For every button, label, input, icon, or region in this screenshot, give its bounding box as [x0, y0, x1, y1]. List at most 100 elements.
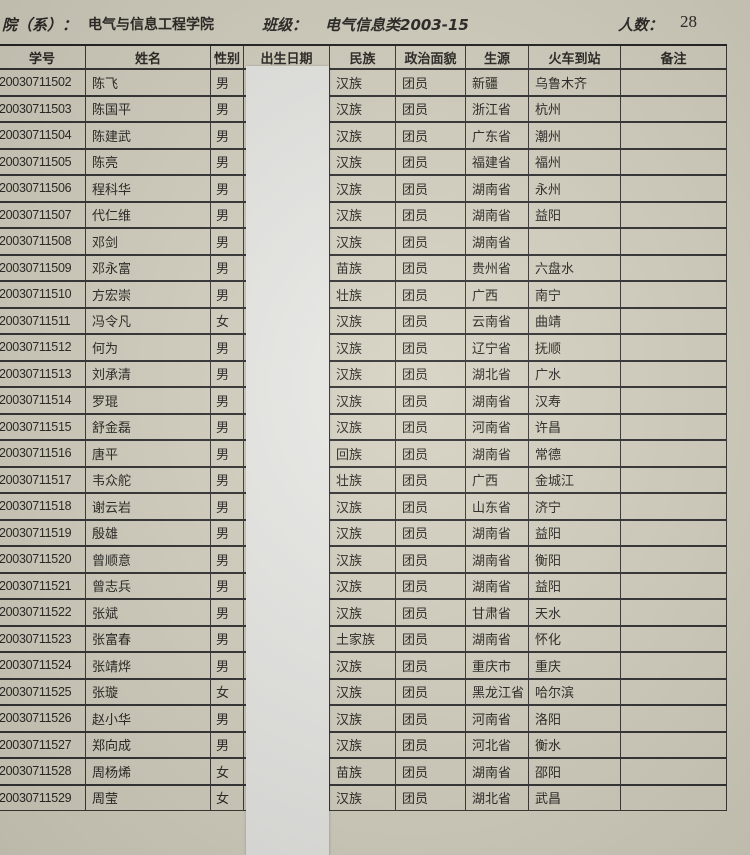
student-id-cell: 20030711509 — [0, 253, 86, 282]
name-cell: 陈国平 — [85, 94, 211, 123]
political-status-cell: 团员 — [395, 439, 466, 467]
ethnicity-cell: 汉族 — [329, 121, 396, 149]
remarks-cell — [620, 545, 727, 573]
student-id-text: 20030711520 — [0, 552, 72, 567]
origin-cell: 湖南省 — [465, 518, 529, 547]
gender-cell: 男 — [210, 147, 244, 176]
origin-cell: 辽宁省 — [465, 333, 529, 361]
ethnicity-cell: 汉族 — [329, 200, 396, 229]
remarks-cell — [620, 571, 727, 600]
origin-cell: 福建省 — [465, 147, 529, 176]
political-status-cell: 团员 — [395, 624, 466, 653]
origin-cell: 甘肃省 — [465, 598, 529, 626]
train-station-cell: 杭州 — [528, 94, 621, 123]
political-status-cell: 团员 — [395, 68, 466, 96]
remarks-cell — [620, 518, 727, 547]
name-cell: 邓剑 — [85, 227, 211, 255]
dept-label: 院（系）： — [2, 16, 78, 34]
student-id-cell: 20030711528 — [0, 757, 86, 785]
student-id-cell: 20030711508 — [0, 227, 86, 255]
train-station-cell: 哈尔滨 — [528, 677, 621, 706]
political-status-cell: 团员 — [395, 280, 466, 308]
student-id-text: 20030711514 — [0, 393, 72, 408]
table-row: 20030711529 周莹女 汉族 团员 湖北省 武昌 — [0, 783, 727, 811]
count-label: 人数： — [618, 16, 664, 34]
gender-cell: 男 — [210, 492, 244, 520]
paper-strip-covering-birthdate — [246, 66, 329, 855]
origin-cell: 重庆市 — [465, 651, 529, 679]
student-id-text: 20030711516 — [0, 446, 72, 461]
ethnicity-cell: 汉族 — [329, 174, 396, 202]
gender-cell: 男 — [210, 439, 244, 467]
student-id-text: 20030711524 — [0, 658, 72, 673]
political-status-cell: 团员 — [395, 386, 466, 414]
student-id-cell: 20030711527 — [0, 730, 86, 759]
gender-cell: 男 — [210, 253, 244, 282]
remarks-cell — [620, 386, 727, 414]
origin-cell: 河南省 — [465, 412, 529, 441]
table-row: 20030711528 周杨烯女 苗族 团员 湖南省 邵阳 — [0, 757, 727, 785]
column-header: 出生日期 — [243, 44, 330, 70]
student-id-cell: 20030711515 — [0, 412, 86, 441]
ethnicity-cell: 回族 — [329, 439, 396, 467]
class-value: 电气信息类2003-15 — [325, 16, 469, 34]
remarks-cell — [620, 757, 727, 785]
train-station-cell: 汉寿 — [528, 386, 621, 414]
name-cell: 张靖烨 — [85, 651, 211, 679]
table-row: 20030711512 何为男 汉族 团员 辽宁省 抚顺 — [0, 333, 727, 361]
column-header: 政治面貌 — [395, 44, 466, 70]
student-id-cell: 20030711517 — [0, 465, 86, 494]
train-station-cell: 重庆 — [528, 651, 621, 679]
name-cell: 邓永富 — [85, 253, 211, 282]
student-id-text: 20030711523 — [0, 631, 72, 646]
ethnicity-cell: 汉族 — [329, 94, 396, 123]
remarks-cell — [620, 253, 727, 282]
student-id-cell: 20030711526 — [0, 704, 86, 732]
gender-cell: 女 — [210, 757, 244, 785]
table-row: 20030711524 张靖烨男 汉族 团员 重庆市 重庆 — [0, 651, 727, 679]
student-id-text: 20030711512 — [0, 340, 72, 355]
train-station-cell: 永州 — [528, 174, 621, 202]
origin-cell: 黑龙江省 — [465, 677, 529, 706]
origin-cell: 湖南省 — [465, 227, 529, 255]
remarks-cell — [620, 677, 727, 706]
ethnicity-cell: 壮族 — [329, 465, 396, 494]
ethnicity-cell: 汉族 — [329, 68, 396, 96]
column-header: 学号 — [0, 44, 86, 70]
name-cell: 郑向成 — [85, 730, 211, 759]
gender-cell: 男 — [210, 333, 244, 361]
column-header: 民族 — [329, 44, 396, 70]
origin-cell: 云南省 — [465, 306, 529, 335]
dept-value: 电气与信息工程学院 — [88, 17, 214, 33]
name-cell: 刘承清 — [85, 359, 211, 388]
name-cell: 谢云岩 — [85, 492, 211, 520]
political-status-cell: 团员 — [395, 333, 466, 361]
political-status-cell: 团员 — [395, 200, 466, 229]
origin-cell: 河北省 — [465, 730, 529, 759]
origin-cell: 湖南省 — [465, 174, 529, 202]
remarks-cell — [620, 412, 727, 441]
remarks-cell — [620, 624, 727, 653]
name-cell: 周莹 — [85, 783, 211, 811]
political-status-cell: 团员 — [395, 227, 466, 255]
student-id-text: 20030711510 — [0, 287, 72, 302]
gender-cell: 男 — [210, 571, 244, 600]
table-row: 20030711514 罗琨男 汉族 团员 湖南省 汉寿 — [0, 386, 727, 414]
ethnicity-cell: 汉族 — [329, 333, 396, 361]
remarks-cell — [620, 783, 727, 811]
student-id-text: 20030711503 — [0, 101, 72, 116]
ethnicity-cell: 苗族 — [329, 757, 396, 785]
student-id-cell: 20030711511 — [0, 306, 86, 335]
student-id-text: 20030711519 — [0, 525, 72, 540]
remarks-cell — [620, 730, 727, 759]
ethnicity-cell: 汉族 — [329, 545, 396, 573]
name-cell: 冯令凡 — [85, 306, 211, 335]
gender-cell: 男 — [210, 730, 244, 759]
political-status-cell: 团员 — [395, 783, 466, 811]
origin-cell: 浙江省 — [465, 94, 529, 123]
train-station-cell: 衡阳 — [528, 545, 621, 573]
train-station-cell: 潮州 — [528, 121, 621, 149]
name-cell: 陈建武 — [85, 121, 211, 149]
ethnicity-cell: 土家族 — [329, 624, 396, 653]
gender-cell: 男 — [210, 227, 244, 255]
